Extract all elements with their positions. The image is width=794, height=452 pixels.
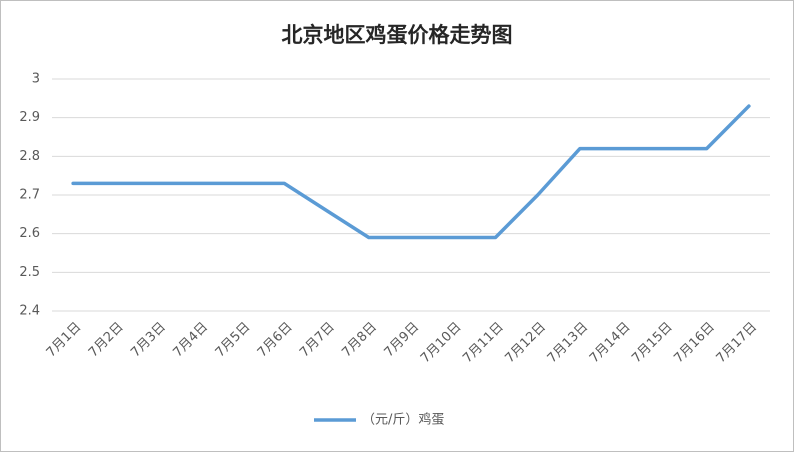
y-tick-label: 2.5 — [19, 265, 40, 280]
y-tick-label: 2.9 — [19, 110, 40, 125]
y-tick-label: 2.7 — [19, 188, 40, 203]
y-tick-label: 2.4 — [19, 304, 40, 319]
y-tick-label: 3 — [32, 72, 40, 87]
y-tick-label: 2.8 — [19, 149, 40, 164]
y-tick-label: 2.6 — [19, 226, 40, 241]
legend-label: （元/斤）鸡蛋 — [362, 412, 444, 428]
chart-title: 北京地区鸡蛋价格走势图 — [282, 23, 513, 47]
data-line — [71, 104, 751, 240]
